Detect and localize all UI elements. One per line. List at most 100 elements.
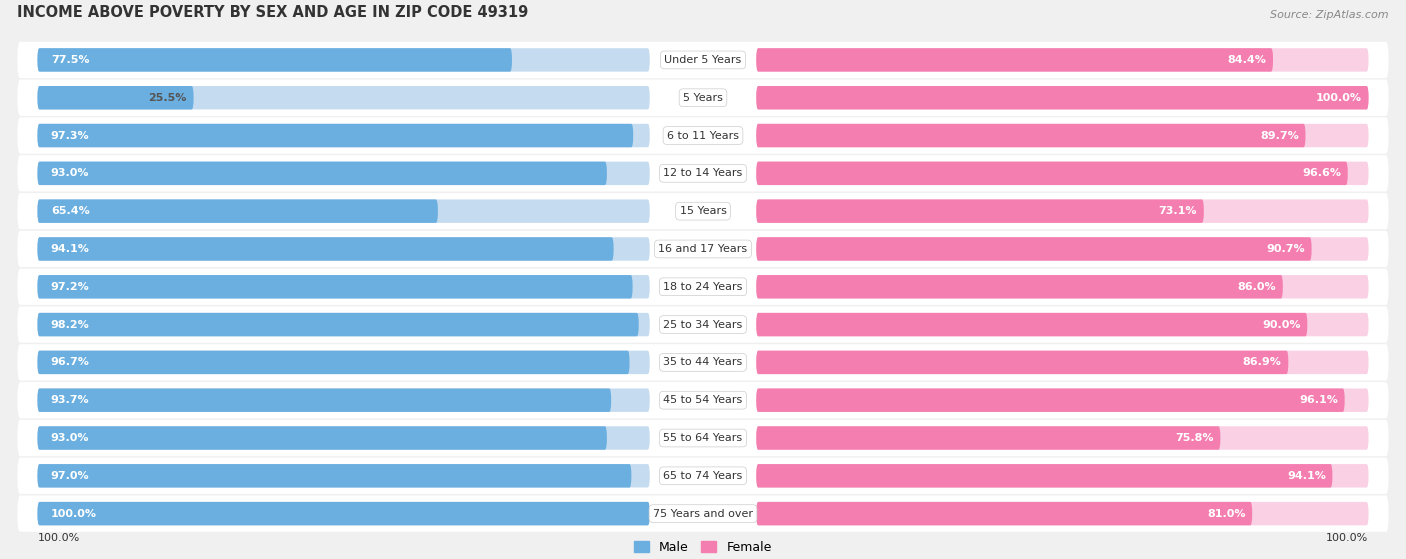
FancyBboxPatch shape	[756, 237, 1368, 260]
Text: 25 to 34 Years: 25 to 34 Years	[664, 320, 742, 330]
FancyBboxPatch shape	[756, 124, 1306, 147]
FancyBboxPatch shape	[38, 124, 633, 147]
FancyBboxPatch shape	[756, 200, 1368, 223]
Text: 75 Years and over: 75 Years and over	[652, 509, 754, 519]
FancyBboxPatch shape	[756, 464, 1368, 487]
Text: 100.0%: 100.0%	[51, 509, 97, 519]
FancyBboxPatch shape	[756, 464, 1333, 487]
Text: 97.2%: 97.2%	[51, 282, 90, 292]
FancyBboxPatch shape	[756, 237, 1312, 260]
Text: 89.7%: 89.7%	[1260, 131, 1299, 140]
Text: 75.8%: 75.8%	[1175, 433, 1213, 443]
FancyBboxPatch shape	[756, 162, 1368, 185]
FancyBboxPatch shape	[38, 48, 512, 72]
FancyBboxPatch shape	[756, 389, 1344, 412]
Text: 100.0%: 100.0%	[38, 533, 80, 543]
FancyBboxPatch shape	[38, 464, 650, 487]
Text: 93.7%: 93.7%	[51, 395, 90, 405]
FancyBboxPatch shape	[756, 427, 1368, 450]
FancyBboxPatch shape	[756, 86, 1368, 110]
Text: 98.2%: 98.2%	[51, 320, 90, 330]
FancyBboxPatch shape	[38, 350, 650, 374]
Text: 90.7%: 90.7%	[1267, 244, 1305, 254]
Text: INCOME ABOVE POVERTY BY SEX AND AGE IN ZIP CODE 49319: INCOME ABOVE POVERTY BY SEX AND AGE IN Z…	[17, 5, 529, 20]
FancyBboxPatch shape	[756, 313, 1308, 337]
FancyBboxPatch shape	[38, 427, 607, 450]
Text: 97.0%: 97.0%	[51, 471, 90, 481]
Text: 94.1%: 94.1%	[51, 244, 90, 254]
FancyBboxPatch shape	[38, 48, 650, 72]
Text: 96.6%: 96.6%	[1302, 168, 1341, 178]
FancyBboxPatch shape	[756, 313, 1368, 337]
Text: Under 5 Years: Under 5 Years	[665, 55, 741, 65]
Text: 73.1%: 73.1%	[1159, 206, 1197, 216]
FancyBboxPatch shape	[17, 306, 1389, 343]
Text: 6 to 11 Years: 6 to 11 Years	[666, 131, 740, 140]
FancyBboxPatch shape	[756, 124, 1368, 147]
FancyBboxPatch shape	[38, 313, 638, 337]
FancyBboxPatch shape	[756, 502, 1253, 525]
FancyBboxPatch shape	[17, 458, 1389, 494]
FancyBboxPatch shape	[17, 344, 1389, 381]
Text: 5 Years: 5 Years	[683, 93, 723, 103]
Text: 100.0%: 100.0%	[1326, 533, 1368, 543]
FancyBboxPatch shape	[38, 427, 650, 450]
FancyBboxPatch shape	[38, 162, 650, 185]
Text: 94.1%: 94.1%	[1286, 471, 1326, 481]
Text: 96.1%: 96.1%	[1299, 395, 1339, 405]
FancyBboxPatch shape	[17, 117, 1389, 154]
Text: 55 to 64 Years: 55 to 64 Years	[664, 433, 742, 443]
FancyBboxPatch shape	[756, 48, 1368, 72]
FancyBboxPatch shape	[756, 427, 1220, 450]
FancyBboxPatch shape	[17, 495, 1389, 532]
Text: 65.4%: 65.4%	[51, 206, 90, 216]
FancyBboxPatch shape	[38, 502, 650, 525]
FancyBboxPatch shape	[756, 200, 1204, 223]
FancyBboxPatch shape	[38, 313, 650, 337]
FancyBboxPatch shape	[17, 231, 1389, 267]
Text: 86.0%: 86.0%	[1237, 282, 1277, 292]
Text: 93.0%: 93.0%	[51, 433, 89, 443]
FancyBboxPatch shape	[38, 275, 650, 299]
Text: 18 to 24 Years: 18 to 24 Years	[664, 282, 742, 292]
FancyBboxPatch shape	[38, 389, 612, 412]
Text: 65 to 74 Years: 65 to 74 Years	[664, 471, 742, 481]
FancyBboxPatch shape	[38, 237, 613, 260]
FancyBboxPatch shape	[38, 86, 650, 110]
FancyBboxPatch shape	[756, 162, 1348, 185]
FancyBboxPatch shape	[756, 502, 1368, 525]
Text: 45 to 54 Years: 45 to 54 Years	[664, 395, 742, 405]
FancyBboxPatch shape	[756, 350, 1288, 374]
FancyBboxPatch shape	[38, 124, 650, 147]
FancyBboxPatch shape	[17, 382, 1389, 418]
FancyBboxPatch shape	[38, 237, 650, 260]
Text: 81.0%: 81.0%	[1208, 509, 1246, 519]
Text: 96.7%: 96.7%	[51, 357, 90, 367]
Text: 84.4%: 84.4%	[1227, 55, 1267, 65]
Legend: Male, Female: Male, Female	[630, 536, 776, 559]
FancyBboxPatch shape	[17, 420, 1389, 456]
Text: 16 and 17 Years: 16 and 17 Years	[658, 244, 748, 254]
FancyBboxPatch shape	[17, 79, 1389, 116]
FancyBboxPatch shape	[38, 502, 650, 525]
FancyBboxPatch shape	[38, 200, 437, 223]
Text: 90.0%: 90.0%	[1263, 320, 1301, 330]
FancyBboxPatch shape	[17, 269, 1389, 305]
Text: 15 Years: 15 Years	[679, 206, 727, 216]
FancyBboxPatch shape	[756, 275, 1282, 299]
Text: 25.5%: 25.5%	[149, 93, 187, 103]
FancyBboxPatch shape	[756, 48, 1272, 72]
FancyBboxPatch shape	[38, 275, 633, 299]
FancyBboxPatch shape	[38, 389, 650, 412]
Text: 77.5%: 77.5%	[51, 55, 89, 65]
Text: 12 to 14 Years: 12 to 14 Years	[664, 168, 742, 178]
FancyBboxPatch shape	[756, 275, 1368, 299]
FancyBboxPatch shape	[38, 464, 631, 487]
FancyBboxPatch shape	[38, 162, 607, 185]
Text: 86.9%: 86.9%	[1243, 357, 1282, 367]
Text: 35 to 44 Years: 35 to 44 Years	[664, 357, 742, 367]
FancyBboxPatch shape	[756, 350, 1368, 374]
FancyBboxPatch shape	[38, 86, 194, 110]
Text: 100.0%: 100.0%	[1316, 93, 1362, 103]
FancyBboxPatch shape	[17, 193, 1389, 229]
